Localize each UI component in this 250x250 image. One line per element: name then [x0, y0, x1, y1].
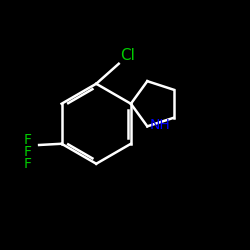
Text: F: F [24, 157, 32, 171]
Text: F: F [24, 145, 32, 159]
Text: F: F [24, 133, 32, 147]
Text: Cl: Cl [120, 48, 135, 62]
Text: NH: NH [150, 118, 171, 132]
